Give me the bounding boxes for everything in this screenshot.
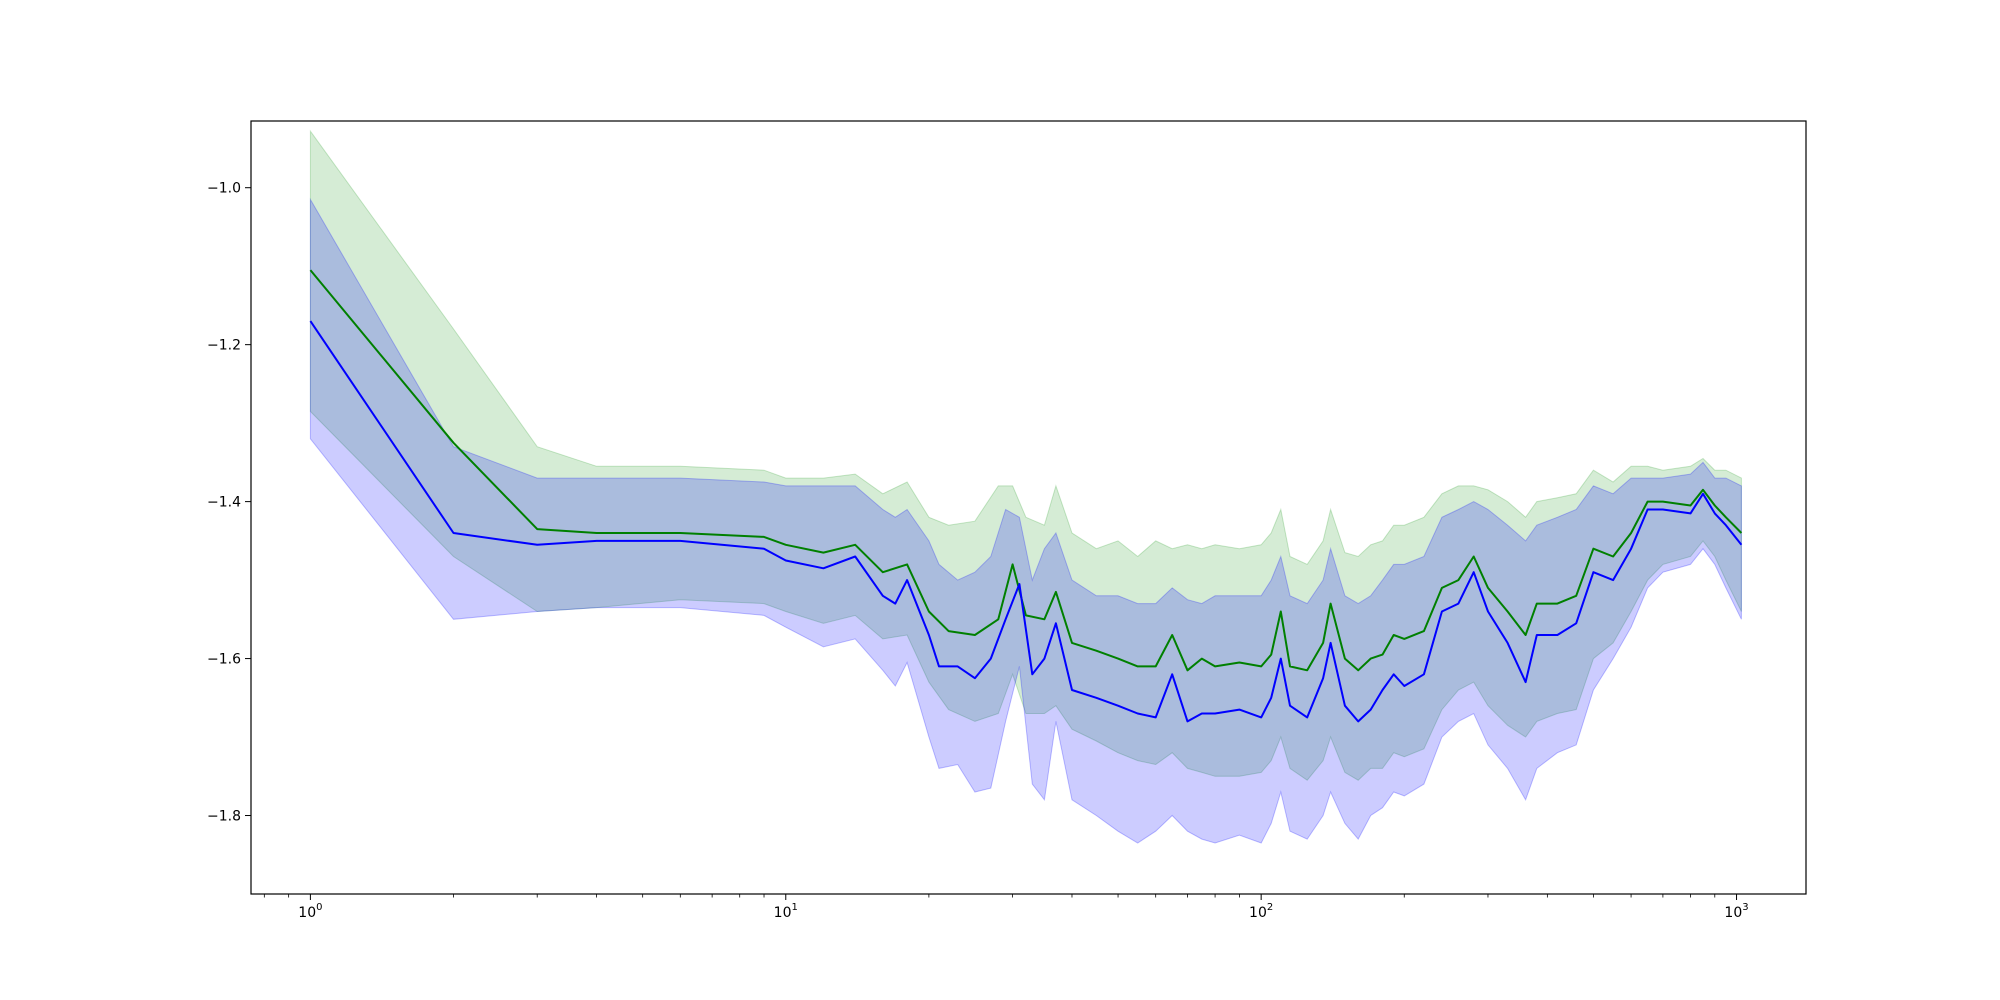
x-tick-label: 101 <box>774 902 798 921</box>
line-series-1 <box>309 269 1743 672</box>
y-tick-label: −1.8 <box>207 809 241 825</box>
y-axis: −1.0 −1.2 −1.4 −1.6 −1.8 <box>207 181 251 825</box>
line-series-2 <box>309 320 1743 723</box>
x-tick-label: 100 <box>298 902 322 921</box>
y-tick-label: −1.0 <box>207 181 241 197</box>
y-tick-label: −1.4 <box>207 495 241 511</box>
x-tick-label: 103 <box>1724 902 1748 921</box>
series-lines <box>309 269 1743 723</box>
x-tick-label: 102 <box>1249 902 1273 921</box>
band-series-1 <box>309 129 1742 781</box>
band-series-2 <box>309 197 1742 844</box>
y-tick-label: −1.2 <box>207 338 241 354</box>
x-axis: 100 101 102 103 <box>263 894 1749 921</box>
plot-frame <box>250 120 1807 895</box>
y-tick-label: −1.6 <box>207 652 241 668</box>
confidence-bands <box>309 129 1742 844</box>
